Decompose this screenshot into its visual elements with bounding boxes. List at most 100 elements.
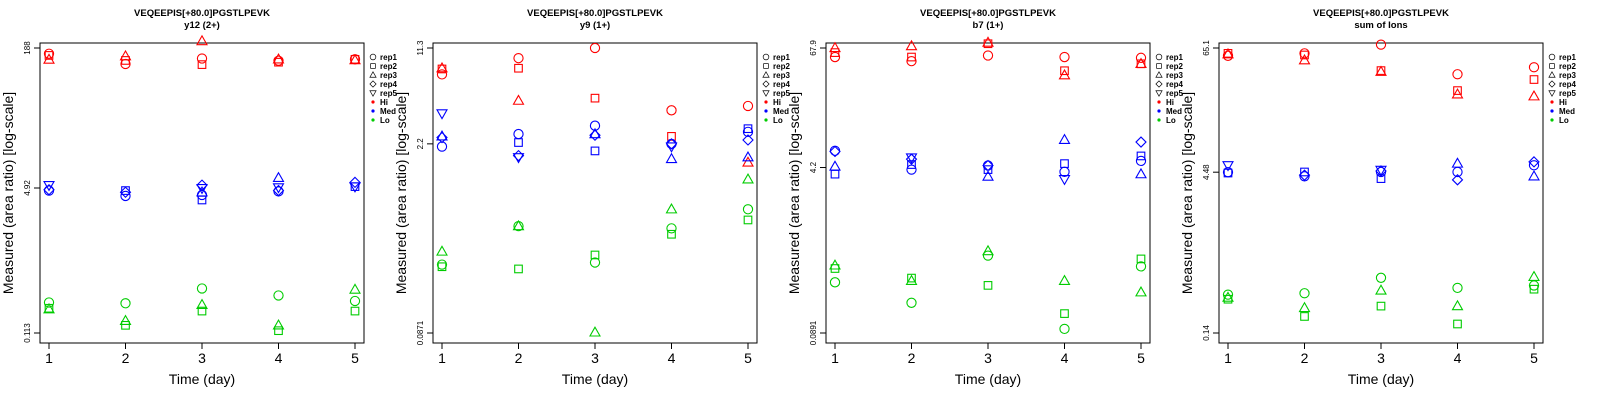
data-point xyxy=(512,153,525,164)
data-point xyxy=(1223,168,1233,178)
data-point xyxy=(43,53,55,64)
legend-label: rep1 xyxy=(773,53,790,62)
x-tick-label: 4 xyxy=(1454,350,1462,366)
data-point xyxy=(1528,89,1540,101)
data-point xyxy=(436,61,448,73)
x-tick-label: 2 xyxy=(908,350,916,366)
legend-label: Hi xyxy=(1166,98,1174,107)
data-point xyxy=(829,145,841,158)
legend-label: rep1 xyxy=(1166,53,1183,62)
data-point xyxy=(1299,288,1310,299)
legend-item: rep1 xyxy=(762,53,790,62)
data-point xyxy=(196,34,208,46)
data-point xyxy=(1375,65,1387,76)
legend-item: Lo xyxy=(764,116,783,125)
data-point xyxy=(742,126,754,138)
legend-label: Med xyxy=(773,107,789,116)
legend-item: rep4 xyxy=(369,80,397,89)
data-point xyxy=(1058,274,1071,286)
data-point xyxy=(1060,309,1069,318)
legend-color-dot xyxy=(1550,118,1554,122)
y-tick-label: 11.3 xyxy=(416,40,425,56)
data-point xyxy=(272,53,285,64)
legend-item: rep2 xyxy=(1549,62,1576,71)
data-point xyxy=(349,182,361,193)
data-point xyxy=(830,48,840,57)
legend-item: Hi xyxy=(1157,98,1174,107)
data-point xyxy=(1135,285,1147,297)
data-point xyxy=(512,94,525,105)
legend-item: Med xyxy=(764,107,789,116)
data-point xyxy=(1300,312,1309,321)
data-point xyxy=(120,190,131,202)
legend-color-dot xyxy=(764,100,768,104)
data-point xyxy=(1136,151,1146,161)
legend-label: rep2 xyxy=(1559,62,1576,71)
x-axis-label: Time (day) xyxy=(562,371,628,387)
data-point xyxy=(742,173,754,184)
data-point xyxy=(982,244,994,256)
data-point xyxy=(1453,86,1462,95)
legend-color-dot xyxy=(764,109,768,113)
x-tick-label: 1 xyxy=(438,350,446,366)
data-point xyxy=(667,132,676,141)
data-point xyxy=(119,49,132,61)
legend-label: Hi xyxy=(773,98,781,107)
data-point xyxy=(589,257,601,268)
data-point xyxy=(1528,270,1540,281)
legend-label: rep5 xyxy=(773,89,790,98)
legend-symbol-rep2 xyxy=(1156,63,1162,69)
data-point xyxy=(272,319,285,330)
legend-label: rep5 xyxy=(1559,89,1576,98)
legend-item: rep5 xyxy=(369,89,397,98)
data-point xyxy=(829,277,841,288)
data-point xyxy=(982,170,994,181)
legend-label: Lo xyxy=(773,116,783,125)
legend-item: rep3 xyxy=(369,71,397,80)
data-point xyxy=(1222,47,1234,59)
data-point xyxy=(1451,174,1464,186)
x-tick-label: 1 xyxy=(45,350,53,366)
plot-frame xyxy=(432,42,758,344)
legend-item: Med xyxy=(371,107,396,116)
x-tick-label: 3 xyxy=(198,350,206,366)
data-point xyxy=(1222,289,1234,300)
legend-label: rep1 xyxy=(380,53,397,62)
data-point xyxy=(349,54,361,65)
legend-item: rep5 xyxy=(762,89,790,98)
data-point xyxy=(349,176,361,189)
x-axis-label: Time (day) xyxy=(169,371,235,387)
data-point xyxy=(272,171,285,183)
data-point xyxy=(272,184,285,197)
legend-item: rep4 xyxy=(1548,80,1576,89)
data-point xyxy=(590,93,600,103)
data-point xyxy=(349,283,361,294)
legend-item: rep5 xyxy=(1548,89,1576,98)
legend-label: rep1 xyxy=(1559,53,1576,62)
legend-label: rep4 xyxy=(773,80,790,89)
legend-item: rep4 xyxy=(762,80,790,89)
data-point xyxy=(436,131,448,144)
plot-frame xyxy=(825,42,1151,344)
data-point xyxy=(119,314,132,326)
legend-symbol-rep5 xyxy=(369,90,377,97)
legend-label: rep5 xyxy=(1166,89,1183,98)
data-point xyxy=(982,159,994,172)
data-point xyxy=(830,169,840,179)
data-point xyxy=(1529,75,1539,84)
panel-title: VEQEEPIS[+80.0]PGSTLPEVK xyxy=(1313,8,1449,19)
legend-item: rep5 xyxy=(1155,89,1183,98)
data-point xyxy=(436,141,448,152)
x-tick-label: 5 xyxy=(744,350,752,366)
legend-symbol-rep1 xyxy=(1548,53,1556,61)
data-point xyxy=(906,297,917,308)
data-point xyxy=(1058,68,1071,80)
data-point xyxy=(982,250,994,261)
data-point xyxy=(436,69,448,80)
data-point xyxy=(742,134,754,146)
x-tick-label: 4 xyxy=(275,350,283,366)
